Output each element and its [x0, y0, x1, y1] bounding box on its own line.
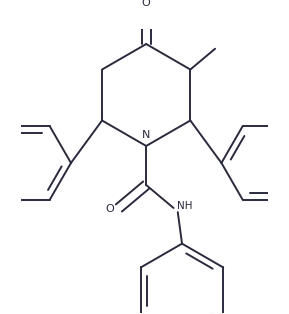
Text: O: O — [142, 0, 151, 8]
Text: N: N — [142, 130, 150, 140]
Text: O: O — [105, 204, 114, 214]
Text: NH: NH — [177, 201, 192, 211]
